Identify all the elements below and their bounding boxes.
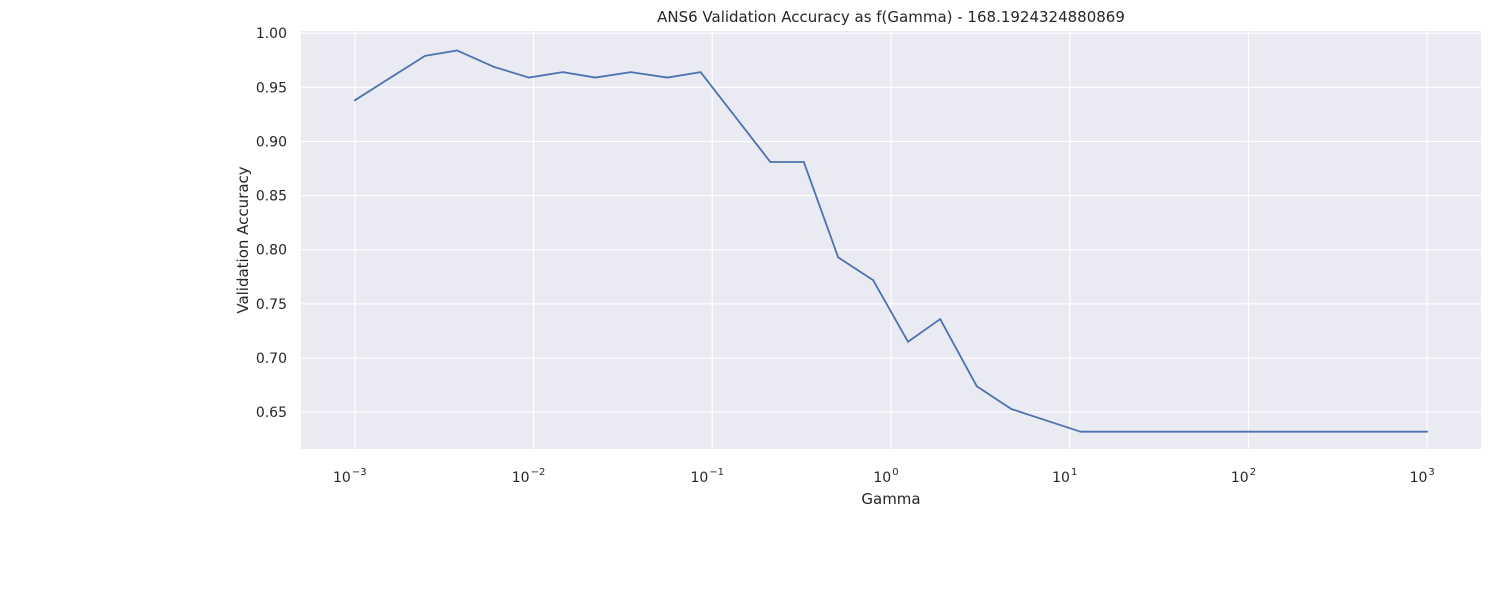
x-tick-label: 10−2 xyxy=(512,467,546,486)
data-point xyxy=(424,55,426,57)
x-tick-label: 102 xyxy=(1231,467,1256,486)
data-point xyxy=(528,76,530,79)
series-line xyxy=(354,49,1428,433)
data-point xyxy=(492,65,495,68)
data-point xyxy=(975,385,978,388)
x-tick-label: 101 xyxy=(1052,467,1077,486)
data-point xyxy=(1426,430,1429,433)
y-tick-label: 0.95 xyxy=(256,80,287,96)
series-layer xyxy=(353,49,1429,433)
data-point xyxy=(353,99,356,102)
y-tick-label: 0.85 xyxy=(256,189,287,205)
data-point xyxy=(907,340,909,343)
grid xyxy=(301,31,1481,449)
x-tick-label: 10−1 xyxy=(690,467,724,486)
data-point xyxy=(666,76,669,79)
data-point xyxy=(561,71,564,74)
data-point xyxy=(872,279,874,281)
y-tick-label: 0.90 xyxy=(256,134,287,150)
chart-title: ANS6 Validation Accuracy as f(Gamma) - 1… xyxy=(657,8,1125,26)
y-tick-label: 0.75 xyxy=(256,297,287,313)
y-axis-ticks: 0.65 0.70 0.75 0.80 0.85 0.90 0.95 1.00 xyxy=(256,26,287,421)
data-point xyxy=(769,161,772,163)
data-point xyxy=(629,71,632,74)
x-tick-label: 103 xyxy=(1410,467,1435,486)
data-point xyxy=(837,256,840,259)
y-tick-label: 0.70 xyxy=(256,351,287,367)
data-point xyxy=(594,76,597,79)
y-tick-label: 0.65 xyxy=(256,405,287,421)
y-tick-label: 0.80 xyxy=(256,243,287,259)
y-tick-label: 1.00 xyxy=(256,26,287,42)
data-point xyxy=(1010,408,1012,410)
data-point xyxy=(802,161,805,163)
data-point xyxy=(699,71,702,74)
data-point xyxy=(1079,430,1082,433)
x-axis-label: Gamma xyxy=(861,490,920,508)
data-point xyxy=(456,49,458,52)
x-tick-label: 100 xyxy=(873,467,898,486)
y-axis-label: Validation Accuracy xyxy=(234,166,252,313)
x-axis-ticks: 10−3 10−2 10−1 100 101 102 103 xyxy=(333,467,1435,486)
x-tick-label: 10−3 xyxy=(333,467,367,486)
data-point xyxy=(939,318,942,320)
